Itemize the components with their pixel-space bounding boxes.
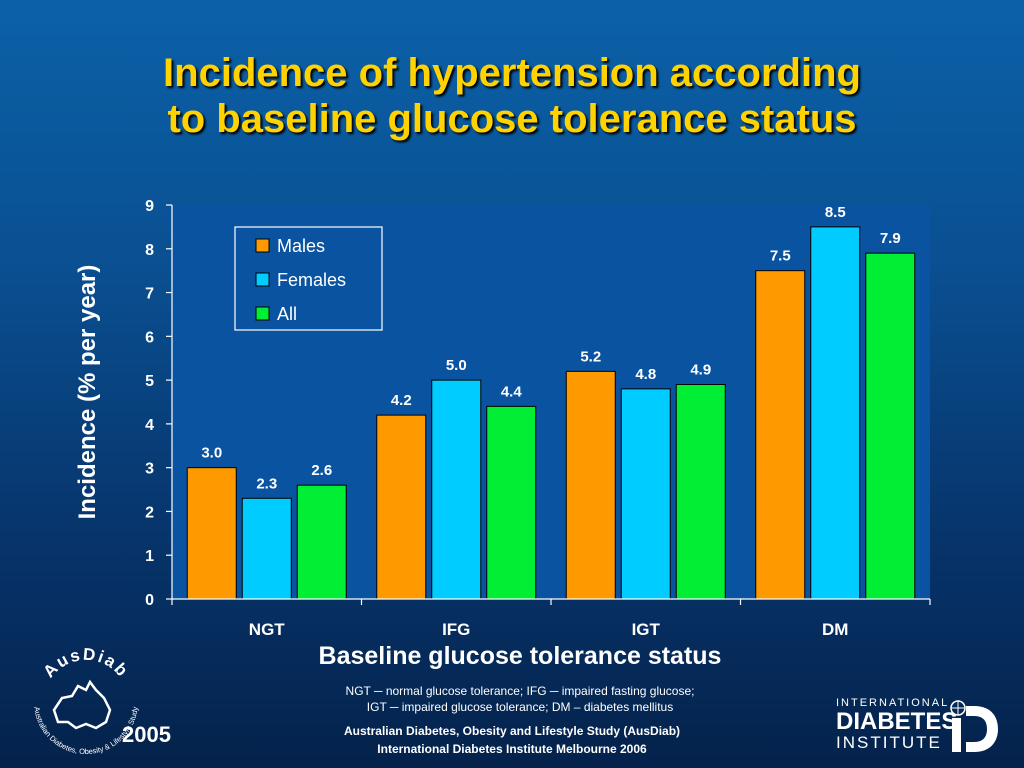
bar-males-igt [565,370,616,600]
credits: Australian Diabetes, Obesity and Lifesty… [262,722,762,758]
data-label: 2.3 [256,475,277,492]
footnote-line-1: NGT ─ normal glucose tolerance; IFG ─ im… [345,684,695,698]
bar-females-dm [810,226,861,600]
data-label: 7.9 [880,230,901,247]
footnote: NGT ─ normal glucose tolerance; IFG ─ im… [270,683,770,715]
data-label: 8.5 [825,204,846,221]
title-line-1: Incidence of hypertension according [163,51,861,95]
y-tick-label: 1 [145,548,154,565]
title-line-2: to baseline glucose tolerance status [167,97,857,141]
y-tick-label: 9 [145,198,154,215]
ausdiab-logo: AusDiab Australian Diabetes, Obesity & L… [32,645,140,756]
slide-title: Incidence of hypertension according to b… [0,50,1024,142]
data-label: 4.2 [391,392,412,409]
y-tick-label: 8 [145,242,154,259]
bar-females-igt [620,388,671,600]
bar-males-ifg [376,414,427,600]
bar-females-ngt [241,497,292,600]
idi-logo-line-2: DIABETES [836,708,958,735]
y-tick-label: 0 [145,592,154,609]
bar-all-ngt [296,484,347,600]
ausdiab-logo-subtitle: Australian Diabetes, Obesity & Lifestyle… [32,706,140,756]
data-label: 2.6 [311,462,332,479]
bar-males-ngt [186,467,237,600]
idi-logo-line-1: INTERNATIONAL [836,697,950,709]
y-tick-label: 5 [145,373,154,390]
bar-all-igt [675,383,726,600]
y-tick-label: 6 [145,329,154,346]
credits-line-1: Australian Diabetes, Obesity and Lifesty… [343,724,681,738]
y-tick-label: 3 [145,461,154,478]
y-tick-label: 4 [145,417,154,434]
idi-mark-icon [950,700,998,752]
bar-all-ifg [486,405,537,600]
year-label: 2005 [122,722,171,747]
legend-swatch-females [255,272,270,287]
legend-swatch-males [255,238,270,253]
credits-line-2: International Diabetes Institute Melbour… [377,742,647,756]
data-label: 5.0 [446,357,467,374]
data-label: 5.2 [580,348,601,365]
bar-females-ifg [431,379,482,600]
bar-males-dm [755,270,806,600]
legend: Males Females All [234,226,383,331]
legend-label-all: All [277,304,297,324]
y-axis-title: Incidence (% per year) [74,265,101,520]
legend-swatch-all [255,306,270,321]
data-label: 3.0 [201,445,222,462]
legend-label-females: Females [277,270,346,290]
data-label: 4.9 [690,361,711,378]
y-tick-label: 2 [145,504,154,521]
x-axis-title: Baseline glucose tolerance status [318,642,722,670]
ausdiab-logo-name: AusDiab [39,645,130,682]
bar-all-dm [865,252,916,600]
x-tick-label: IGT [632,620,661,639]
y-tick-label: 7 [145,286,154,303]
data-label: 7.5 [770,248,791,265]
footnote-line-2: IGT ─ impaired glucose tolerance; DM – d… [366,700,674,714]
x-tick-label: DM [822,620,848,639]
svg-text:AusDiab: AusDiab [39,645,132,682]
svg-text:Australian Diabetes, Obesity &: Australian Diabetes, Obesity & Lifestyle… [32,706,140,756]
idi-logo: INTERNATIONAL DIABETES INSTITUTE [836,696,1006,756]
x-tick-label: IFG [442,620,470,639]
data-label: 4.4 [501,383,523,400]
idi-logo-line-3: INSTITUTE [836,733,942,752]
data-label: 4.8 [635,366,656,383]
australia-map-icon [52,679,112,730]
x-tick-label: NGT [249,620,286,639]
legend-label-males: Males [277,236,325,256]
